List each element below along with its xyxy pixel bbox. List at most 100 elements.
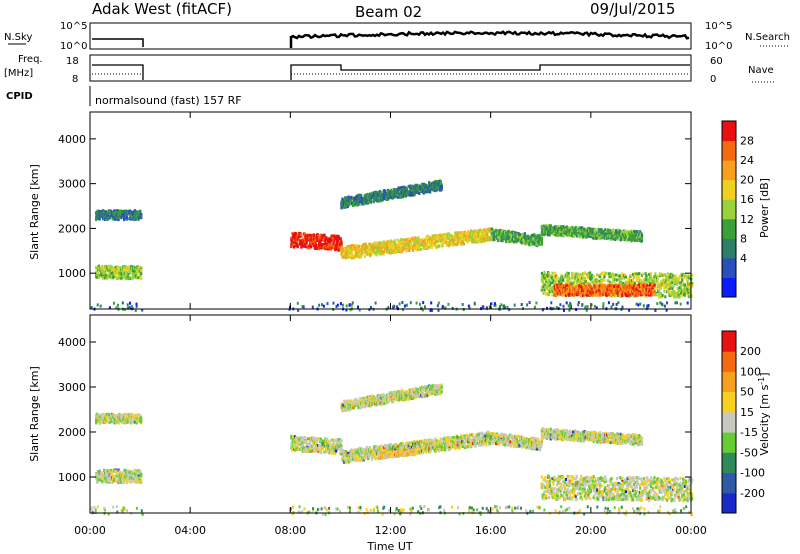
data-cell bbox=[347, 196, 350, 200]
data-cell bbox=[576, 272, 579, 276]
data-cell bbox=[319, 236, 322, 240]
data-cell bbox=[460, 231, 463, 235]
data-cell bbox=[622, 282, 625, 285]
data-cell bbox=[623, 273, 627, 277]
data-cell bbox=[511, 230, 514, 234]
data-cell bbox=[527, 239, 530, 243]
data-cell bbox=[605, 271, 608, 275]
data-cell bbox=[474, 240, 477, 244]
data-cell bbox=[656, 286, 659, 290]
data-cell bbox=[635, 284, 638, 288]
data-cell bbox=[606, 285, 609, 289]
data-cell bbox=[550, 276, 553, 280]
data-cell bbox=[308, 244, 311, 248]
data-cell bbox=[610, 293, 613, 297]
data-cell bbox=[550, 301, 553, 305]
data-cell bbox=[332, 241, 335, 245]
data-cell bbox=[657, 293, 661, 297]
data-cell bbox=[653, 289, 656, 293]
data-cell bbox=[140, 416, 143, 420]
data-cell bbox=[337, 235, 340, 239]
data-cell bbox=[387, 306, 390, 309]
data-cell bbox=[615, 278, 619, 282]
data-cell bbox=[644, 272, 647, 276]
data-cell bbox=[121, 421, 124, 425]
data-cell bbox=[597, 279, 600, 283]
data-cell bbox=[403, 185, 406, 189]
data-cell bbox=[571, 289, 574, 293]
data-cell bbox=[575, 279, 578, 283]
data-cell bbox=[370, 306, 372, 309]
data-cell bbox=[669, 291, 672, 295]
data-cell bbox=[578, 287, 581, 291]
data-cell bbox=[590, 276, 593, 280]
data-cell bbox=[556, 275, 559, 279]
data-cell bbox=[409, 301, 412, 305]
data-cell bbox=[504, 305, 507, 309]
data-cell bbox=[326, 302, 329, 306]
data-cell bbox=[423, 188, 426, 192]
data-cell bbox=[649, 272, 653, 276]
data-cell bbox=[638, 289, 641, 293]
data-cell bbox=[566, 289, 569, 293]
data-cell bbox=[519, 233, 522, 237]
data-cell bbox=[335, 247, 339, 251]
data-cell bbox=[134, 413, 137, 417]
data-cell bbox=[555, 306, 558, 309]
data-cell bbox=[392, 305, 395, 309]
data-cell bbox=[642, 286, 645, 290]
data-cell bbox=[581, 230, 584, 234]
data-cell bbox=[483, 239, 486, 243]
data-cell bbox=[547, 274, 550, 278]
data-cell bbox=[418, 191, 421, 195]
colorbar-tick-label: 20 bbox=[740, 174, 754, 187]
data-cell bbox=[357, 193, 360, 197]
data-cell bbox=[126, 303, 129, 307]
data-cell bbox=[133, 420, 136, 424]
data-cell bbox=[628, 308, 631, 312]
data-cell bbox=[416, 246, 419, 250]
data-cell bbox=[372, 250, 375, 254]
data-cell bbox=[398, 302, 401, 306]
data-cell bbox=[291, 244, 294, 248]
data-cell bbox=[357, 305, 359, 309]
data-cell bbox=[636, 239, 639, 243]
data-cell bbox=[581, 278, 585, 282]
data-cell bbox=[638, 272, 641, 276]
data-cell bbox=[668, 275, 671, 279]
data-cell bbox=[358, 202, 361, 206]
data-cell bbox=[632, 272, 635, 276]
data-cell bbox=[567, 279, 570, 283]
data-cell bbox=[666, 273, 670, 277]
data-cell bbox=[140, 268, 143, 272]
data-cell bbox=[386, 248, 389, 252]
data-cell bbox=[134, 217, 137, 221]
data-cell bbox=[476, 240, 479, 244]
data-cell bbox=[554, 280, 557, 284]
data-cell bbox=[327, 240, 331, 244]
data-cell bbox=[100, 420, 103, 424]
data-cell bbox=[632, 284, 636, 288]
data-cell bbox=[554, 271, 557, 275]
data-cell bbox=[444, 306, 447, 310]
data-cell bbox=[588, 232, 591, 236]
data-cell bbox=[137, 276, 140, 280]
data-cell bbox=[671, 290, 674, 294]
data-cell bbox=[538, 234, 541, 237]
data-cell bbox=[402, 195, 405, 199]
data-cell bbox=[686, 280, 689, 283]
data-cell bbox=[644, 276, 647, 280]
data-cell bbox=[584, 280, 587, 284]
data-cell bbox=[651, 289, 654, 293]
data-cell bbox=[486, 228, 489, 232]
data-cell bbox=[681, 278, 684, 282]
data-cell bbox=[424, 305, 426, 309]
data-cell bbox=[403, 238, 407, 242]
data-cell bbox=[640, 235, 644, 239]
data-cell bbox=[447, 302, 450, 306]
data-cell bbox=[601, 278, 604, 282]
data-cell bbox=[415, 301, 418, 305]
data-cell bbox=[659, 301, 662, 305]
data-cell bbox=[575, 288, 578, 292]
